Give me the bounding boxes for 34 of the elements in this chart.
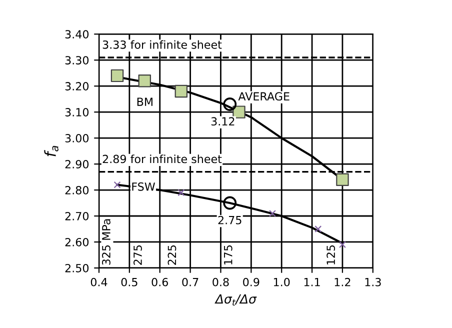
y-tick-label: 2.80 bbox=[65, 186, 89, 194]
y-tick-label: 3.00 bbox=[65, 134, 89, 142]
x-tick-label: 0.8 bbox=[212, 278, 229, 286]
y-tick-label: 2.60 bbox=[65, 238, 89, 246]
y-axis-title: f$_{a}$ bbox=[44, 146, 58, 156]
y-tick-label: 2.90 bbox=[65, 160, 89, 168]
annotation: 3.12 bbox=[211, 117, 234, 126]
x-tick-label: 1.1 bbox=[304, 278, 320, 286]
y-tick-label: 2.70 bbox=[65, 212, 89, 220]
annotation: BM bbox=[137, 98, 152, 106]
y-tick-label: 3.40 bbox=[65, 30, 89, 38]
annotation: 2.75 bbox=[218, 216, 242, 224]
y-tick-label: 2.50 bbox=[65, 264, 89, 272]
ref-line-label: 2.89 for infinite sheet bbox=[102, 154, 222, 164]
annotation: 225 bbox=[168, 245, 176, 265]
ref-line-label: 3.33 for infinite sheet bbox=[102, 40, 222, 49]
x-tick-label: 0.9 bbox=[243, 278, 260, 286]
x-tick-label: 1.2 bbox=[334, 278, 350, 286]
y-tick-label: 3.10 bbox=[65, 108, 89, 116]
x-tick-label: 1.3 bbox=[365, 278, 381, 286]
annotation: FSW bbox=[132, 182, 156, 191]
annotation: 275 bbox=[134, 245, 142, 265]
x-tick-label: 0.6 bbox=[152, 278, 168, 286]
x-tick-label: 0.7 bbox=[182, 278, 198, 286]
x-tick-label: 0.4 bbox=[90, 278, 108, 286]
annotation: 125 bbox=[326, 245, 336, 264]
annotation: AVERAGE bbox=[238, 92, 290, 101]
y-tick-label: 3.30 bbox=[65, 56, 89, 64]
x-tick-label: 1.0 bbox=[274, 278, 290, 286]
y-tick-label: 3.20 bbox=[65, 82, 89, 90]
x-tick-label: 0.5 bbox=[121, 278, 138, 286]
x-axis-title: Δσ$_{t}$/Δσ bbox=[214, 294, 257, 306]
annotation: 175 bbox=[224, 245, 232, 264]
annotation: 325 MPa bbox=[102, 219, 110, 265]
